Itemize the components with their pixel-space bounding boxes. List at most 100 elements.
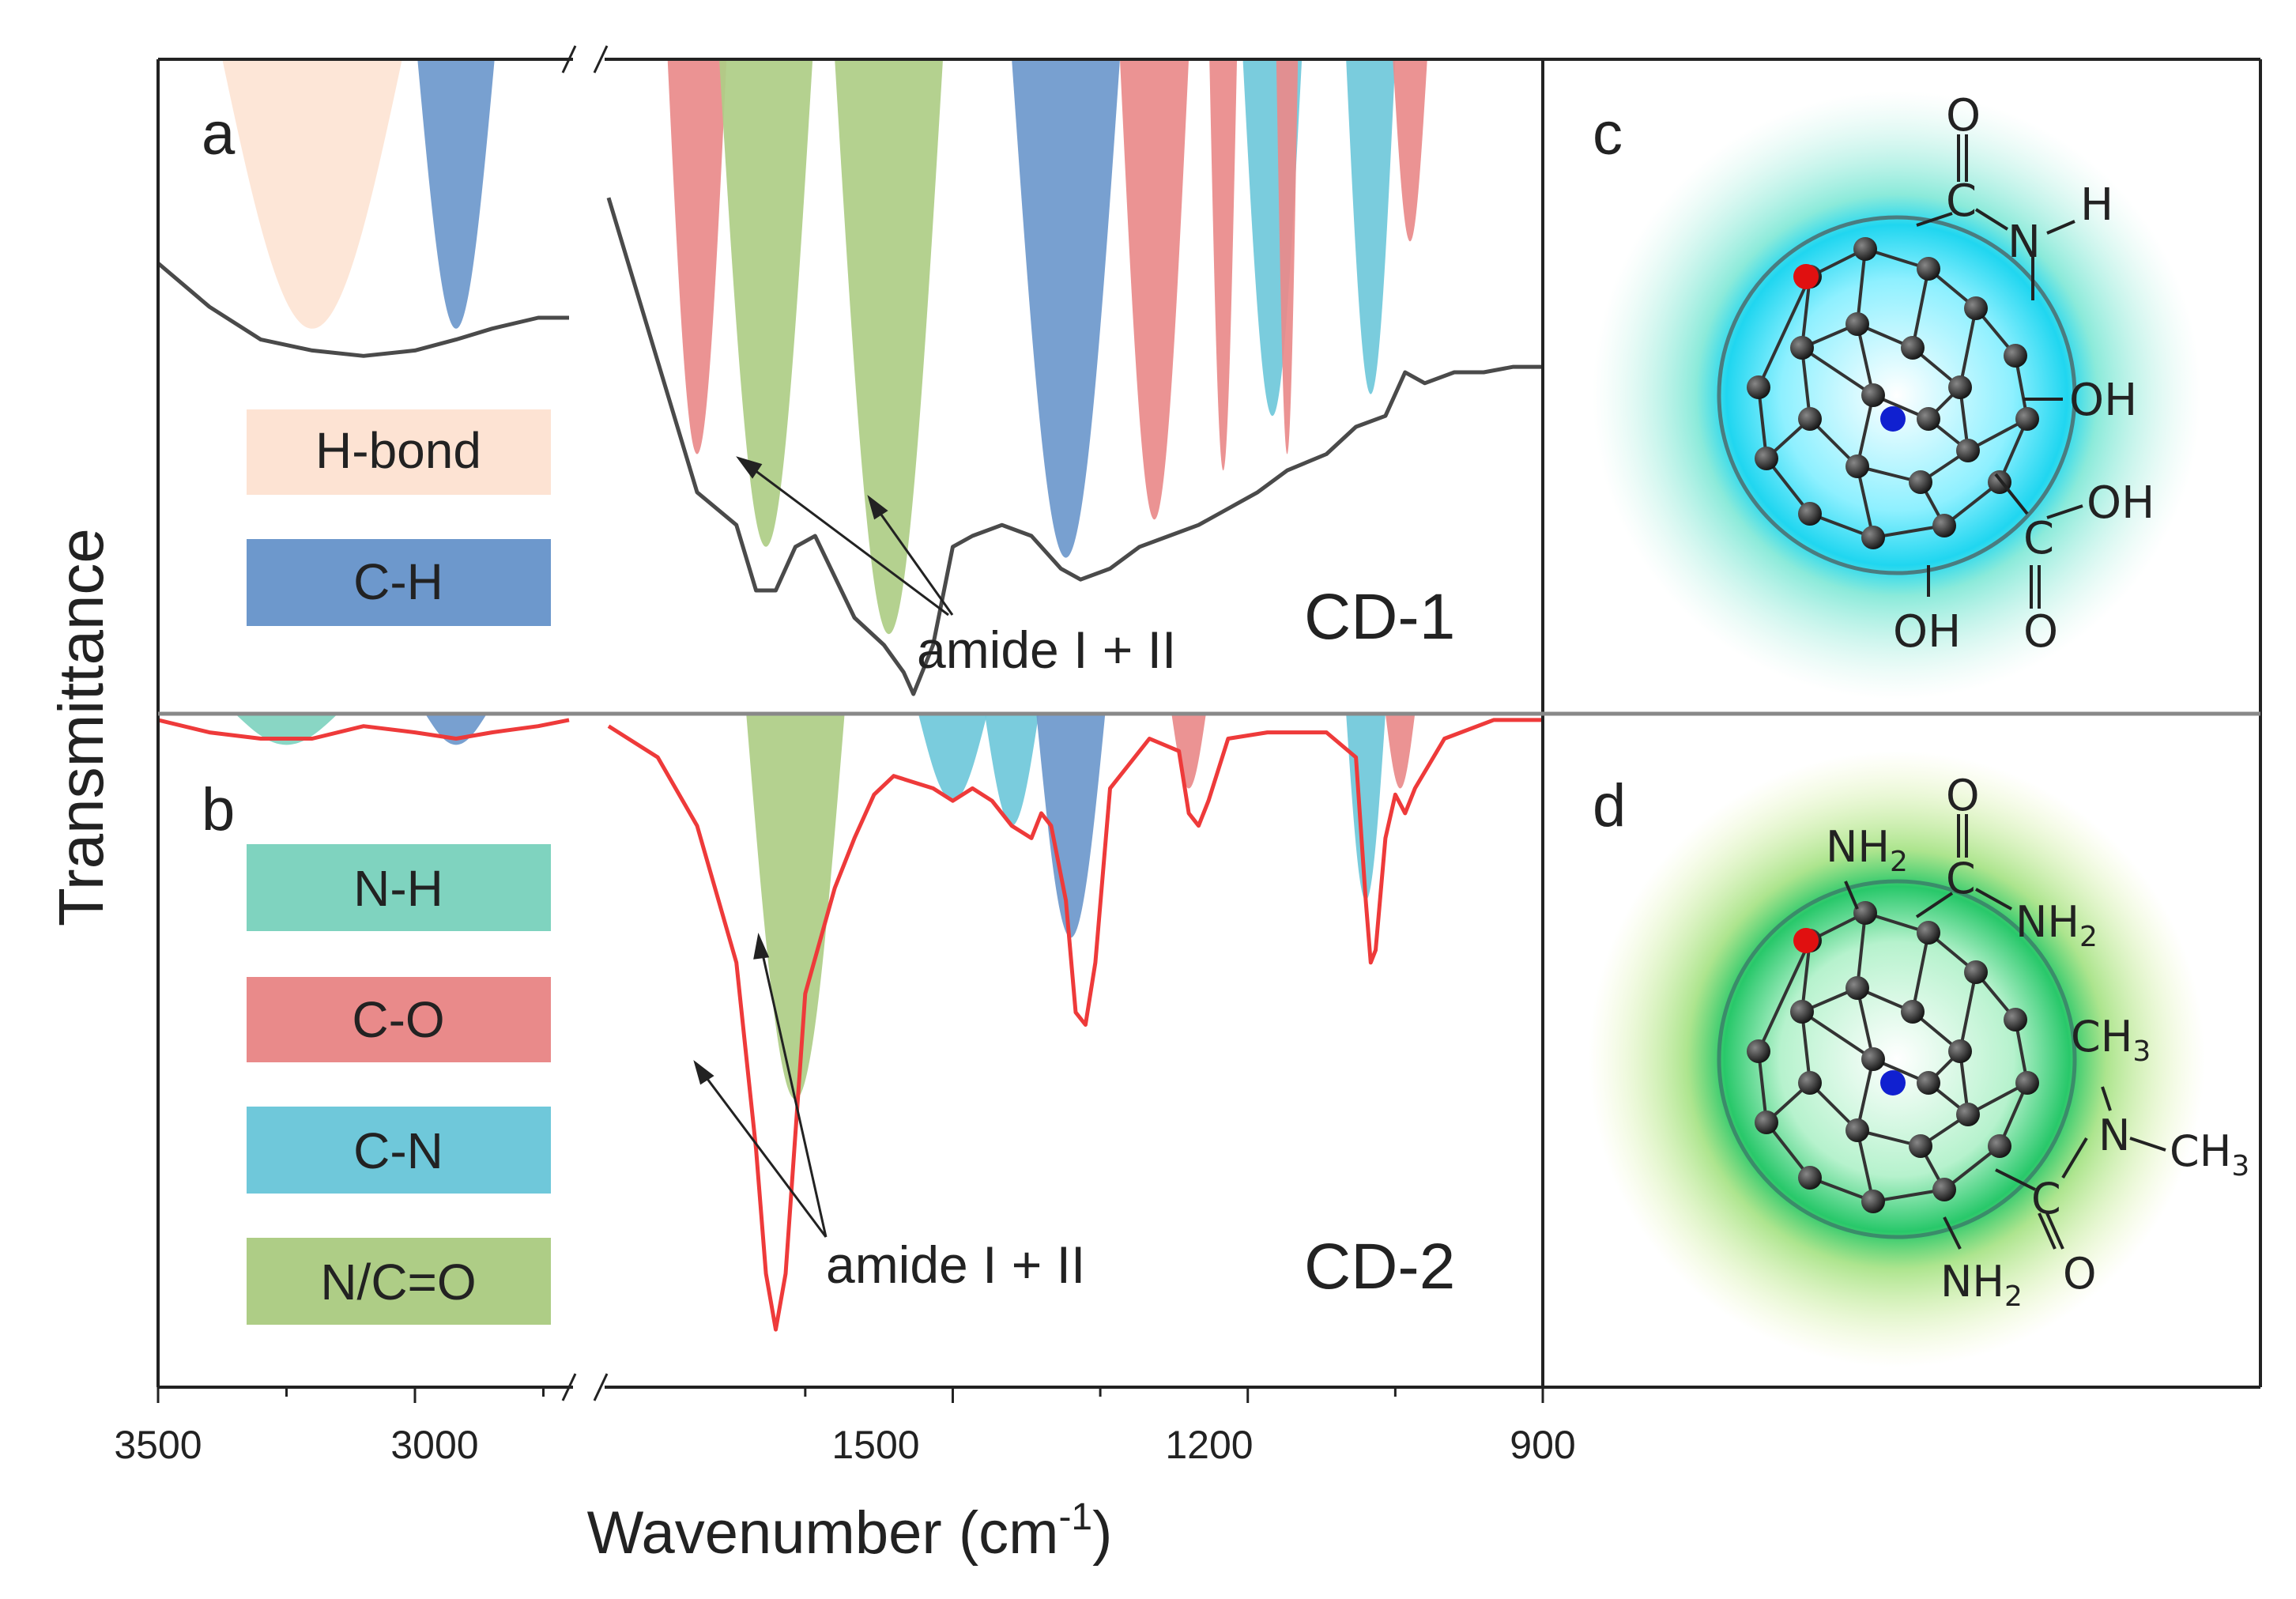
- band-c-n-1075: [1346, 59, 1396, 394]
- carbon-atom: [1845, 1118, 1869, 1142]
- band-c-o-1160: [1276, 59, 1299, 454]
- band-n-c-o-1660: [746, 714, 845, 1099]
- axis-break-bottom: [561, 1373, 609, 1401]
- structure-panel-c: c O C N H OH OH C O OH: [1593, 90, 2201, 700]
- bond: [1856, 912, 1867, 989]
- atom-label-nh2-top-subscript-d: 2: [1890, 846, 1908, 878]
- band-c-n-1440: [984, 714, 1039, 826]
- bond: [1757, 276, 1812, 388]
- group-labels-c: O C N H OH OH C O OH: [1893, 90, 2155, 658]
- tick-label-1200: 1200: [1165, 1423, 1253, 1467]
- legend-swatch-c-n: [247, 1107, 551, 1194]
- bands-panel-b: [235, 714, 1416, 1099]
- atoms-d: [1747, 901, 2039, 1213]
- carbon-atom: [1917, 921, 1940, 945]
- bond: [1959, 971, 1977, 1052]
- carbon-atom: [1798, 1166, 1822, 1190]
- series-line-cd-2-segment2: [607, 718, 1543, 1332]
- panel-label-c: c: [1593, 100, 1623, 168]
- carbon-atom: [1755, 447, 1778, 470]
- bond: [1856, 1129, 1875, 1202]
- carbon-atom: [1909, 470, 1932, 494]
- x-axis-label-superscript: -1: [1058, 1496, 1092, 1538]
- carbon-atom: [1948, 375, 1972, 399]
- carbon-atom: [1845, 976, 1869, 1000]
- bond: [1757, 1050, 1768, 1123]
- carbon-atom: [1948, 1039, 1972, 1063]
- bond: [1800, 1010, 1875, 1061]
- atom-label-c-amide-c: C: [1946, 175, 1977, 227]
- bond: [1757, 387, 1768, 459]
- carbon-atom: [1747, 1039, 1770, 1063]
- carbon-atom: [2015, 1071, 2039, 1095]
- tick-label-3500: 3500: [114, 1423, 202, 1467]
- bond: [1856, 248, 1867, 325]
- band-c-o-1295: [1119, 59, 1189, 520]
- atom-label-oh-right-c: OH: [2069, 375, 2137, 426]
- carbon-atom: [1917, 407, 1940, 431]
- panel-label-b: b: [202, 776, 235, 843]
- series-line-cd-1-segment2: [606, 197, 1543, 696]
- carbon-atom: [1790, 336, 1814, 360]
- tick-label-900: 900: [1510, 1423, 1575, 1467]
- annotation-arrows-a: [736, 456, 954, 617]
- carbon-dot-shell-c: [1717, 215, 2077, 575]
- carbon-atom: [1964, 960, 1988, 984]
- axis-break-top: [561, 45, 609, 74]
- glow-c: [1593, 91, 2201, 700]
- band-n-h-3250: [235, 714, 338, 745]
- legend-swatch-c-o: [247, 977, 551, 1062]
- group-labels-d: NH2 O C NH2 CH3 N CH3 C O NH2: [1826, 771, 2249, 1313]
- atom-label-nh2-amide-subscript-d: 2: [2079, 921, 2098, 953]
- band-c-o-1045: [1385, 714, 1416, 789]
- annotation-panel-b: amide I + II: [693, 932, 1085, 1294]
- carbon-atom: [1917, 257, 1940, 281]
- bond: [1800, 347, 1812, 420]
- legend-swatch-c-h: [247, 539, 551, 626]
- spectrum-cd2: [158, 718, 1543, 1332]
- atom-label-c-amide-d: C: [1946, 854, 1976, 903]
- spectrum-cd1: [158, 197, 1543, 696]
- atom-label-oh-carboxyl-c: OH: [2087, 477, 2155, 529]
- carbon-atom: [1932, 514, 1956, 537]
- bond: [1856, 394, 1875, 467]
- bond: [1757, 940, 1812, 1052]
- carbon-atom: [1845, 454, 1869, 478]
- atom-label-nh2-bottom-subscript-d: 2: [2004, 1280, 2023, 1313]
- legend-swatch-n-h: [247, 844, 551, 931]
- nitrogen-atom: [1880, 406, 1906, 432]
- bands-panel-a: [222, 59, 1427, 635]
- carbon-atom: [1909, 1134, 1932, 1158]
- band-c-h-1380: [1036, 714, 1106, 938]
- atom-label-ch3-top-subscript-d: 3: [2132, 1035, 2151, 1068]
- tick-label-1500: 1500: [831, 1423, 919, 1467]
- atom-label-o-carboxyl-c: O: [2023, 606, 2058, 658]
- band-c-o-1035: [1393, 59, 1427, 242]
- x-axis-ticks: [156, 1387, 1544, 1403]
- atom-label-o-top-d: O: [1946, 771, 1980, 820]
- band-c-o-1225: [1209, 59, 1238, 471]
- carbon-atom: [1845, 312, 1869, 336]
- atom-label-ch3-top-d: CH3: [2071, 1012, 2151, 1068]
- legend-label-h-bond: H-bond: [315, 422, 481, 479]
- band-n-c-o-1690: [718, 59, 813, 547]
- x-tick-labels: 3500 3000 1500 1200 900: [114, 1423, 1575, 1467]
- legend-panel-b: N-H C-O C-N N/C=O: [247, 844, 551, 1325]
- atom-label-ch3-right-subscript-d: 3: [2231, 1150, 2249, 1182]
- axes-frame: [156, 58, 2262, 1389]
- atom-label-o-amide2-d: O: [2063, 1249, 2097, 1299]
- atom-label-o-top-c: O: [1946, 90, 1981, 141]
- bond: [1911, 932, 1930, 1013]
- panel-label-a: a: [202, 100, 236, 168]
- oxygen-atom: [1793, 264, 1819, 289]
- legend-swatch-h-bond: [247, 409, 551, 495]
- x-axis-label: Wavenumber (cm-1): [587, 1496, 1113, 1567]
- band-h-bond-3200: [222, 59, 402, 329]
- bond: [1872, 524, 1945, 539]
- carbon-atom: [1747, 375, 1770, 399]
- sample-label-cd1: CD-1: [1304, 581, 1455, 653]
- atom-label-nh2-amide-d: NH2: [2015, 897, 2098, 953]
- nitrogen-atom: [1880, 1070, 1906, 1096]
- bond: [1959, 307, 1977, 388]
